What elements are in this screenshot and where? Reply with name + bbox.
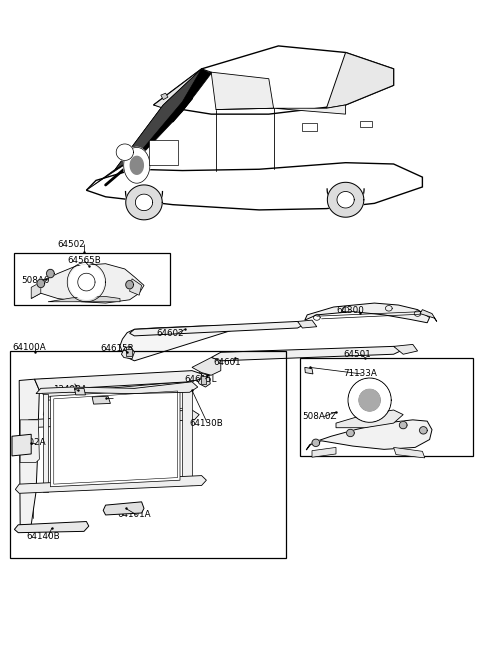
Polygon shape xyxy=(312,439,320,447)
Polygon shape xyxy=(70,265,103,299)
Polygon shape xyxy=(130,321,302,336)
Polygon shape xyxy=(124,148,150,183)
Polygon shape xyxy=(47,270,54,277)
Polygon shape xyxy=(182,390,192,485)
Polygon shape xyxy=(116,144,133,161)
Polygon shape xyxy=(92,396,110,404)
Polygon shape xyxy=(86,69,211,190)
Polygon shape xyxy=(154,46,394,114)
Bar xyxy=(126,349,132,356)
Polygon shape xyxy=(326,52,394,108)
Polygon shape xyxy=(336,410,403,428)
Polygon shape xyxy=(327,182,364,217)
Polygon shape xyxy=(420,310,437,321)
Bar xyxy=(302,123,317,131)
Text: 64101A: 64101A xyxy=(118,510,151,520)
Polygon shape xyxy=(161,93,168,100)
Text: 508A0Z: 508A0Z xyxy=(302,412,337,421)
Text: 508A0: 508A0 xyxy=(22,276,50,285)
Polygon shape xyxy=(211,346,403,361)
Polygon shape xyxy=(394,447,425,458)
Polygon shape xyxy=(103,502,144,515)
Polygon shape xyxy=(126,281,133,289)
Polygon shape xyxy=(43,390,190,420)
Polygon shape xyxy=(31,264,144,303)
Polygon shape xyxy=(274,105,346,114)
Text: 64154: 64154 xyxy=(91,394,119,403)
Polygon shape xyxy=(337,192,354,208)
Polygon shape xyxy=(399,421,407,429)
Text: 64300: 64300 xyxy=(336,306,364,315)
Polygon shape xyxy=(48,297,120,302)
Polygon shape xyxy=(31,282,41,298)
Bar xyxy=(360,121,372,127)
Polygon shape xyxy=(48,382,190,415)
Polygon shape xyxy=(347,429,354,437)
Text: 64130B: 64130B xyxy=(190,419,223,428)
Text: 64501: 64501 xyxy=(343,350,371,359)
Text: 64100A: 64100A xyxy=(12,343,46,352)
Polygon shape xyxy=(126,185,162,220)
Text: 64502: 64502 xyxy=(58,239,85,249)
Polygon shape xyxy=(20,420,39,462)
Text: 64565B: 64565B xyxy=(67,256,101,265)
Polygon shape xyxy=(135,194,153,211)
Polygon shape xyxy=(420,426,427,434)
Polygon shape xyxy=(19,379,39,525)
Polygon shape xyxy=(36,382,198,394)
Polygon shape xyxy=(121,346,134,359)
Bar xyxy=(14,253,170,305)
Polygon shape xyxy=(35,371,202,390)
Text: 64140B: 64140B xyxy=(26,532,60,541)
Text: 71133A: 71133A xyxy=(343,369,377,379)
Polygon shape xyxy=(86,163,422,210)
Bar xyxy=(149,140,178,165)
Polygon shape xyxy=(306,420,432,450)
Polygon shape xyxy=(349,380,390,420)
Text: 64602: 64602 xyxy=(156,329,184,338)
Polygon shape xyxy=(15,476,206,493)
Polygon shape xyxy=(192,358,221,375)
Polygon shape xyxy=(120,325,250,361)
Polygon shape xyxy=(23,410,199,428)
Polygon shape xyxy=(298,320,317,328)
Polygon shape xyxy=(43,394,48,492)
Polygon shape xyxy=(14,522,89,533)
Text: 64615R: 64615R xyxy=(101,344,134,354)
Text: 1249BA: 1249BA xyxy=(53,384,87,394)
Polygon shape xyxy=(196,373,210,387)
Polygon shape xyxy=(12,434,31,456)
Polygon shape xyxy=(359,390,380,411)
Polygon shape xyxy=(211,72,274,110)
Text: 64615L: 64615L xyxy=(185,375,217,384)
Text: 64102A: 64102A xyxy=(12,438,46,447)
Polygon shape xyxy=(115,69,202,169)
Polygon shape xyxy=(130,279,142,295)
Text: 64601: 64601 xyxy=(214,358,241,367)
Polygon shape xyxy=(39,388,103,397)
Polygon shape xyxy=(305,367,313,374)
Bar xyxy=(201,376,206,384)
Polygon shape xyxy=(37,279,45,287)
Polygon shape xyxy=(154,69,211,108)
Polygon shape xyxy=(394,344,418,354)
Polygon shape xyxy=(74,388,85,395)
Polygon shape xyxy=(50,388,180,487)
Bar xyxy=(10,351,286,558)
Polygon shape xyxy=(305,303,430,323)
Polygon shape xyxy=(130,156,144,174)
Polygon shape xyxy=(312,447,336,457)
Bar xyxy=(300,358,473,456)
